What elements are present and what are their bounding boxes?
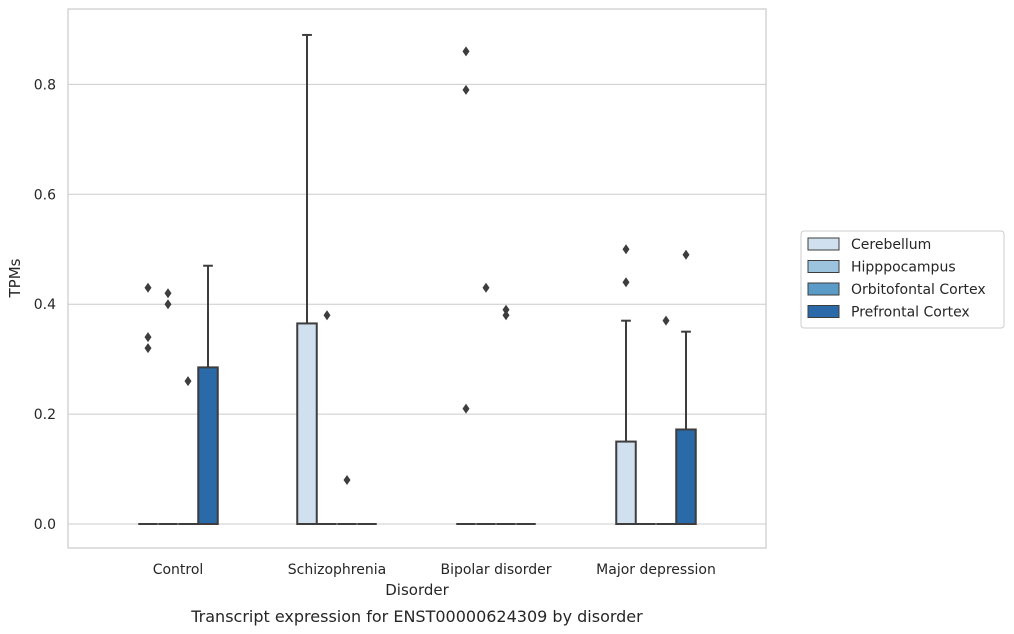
box-series-group (138, 33, 697, 526)
box-0-1 (296, 322, 318, 525)
outlier-point (323, 310, 331, 321)
outlier-point (502, 310, 510, 321)
legend: Cerebellum Hipppocampus Orbitofontal Corte… (800, 230, 1005, 329)
y-tick-label: 0.8 (34, 77, 56, 93)
x-axis-label: Disorder (385, 581, 449, 599)
y-tick-labels: 0.0 0.2 0.4 0.6 0.8 (34, 77, 56, 533)
outlier-point (462, 403, 470, 414)
outlier-point (144, 282, 152, 293)
legend-swatch (807, 282, 840, 296)
outlier-point (682, 249, 690, 260)
outlier-point (502, 304, 510, 315)
box-3-3 (675, 428, 697, 525)
box-3-0 (197, 366, 219, 525)
outlier-point (462, 46, 470, 57)
legend-frame (800, 230, 1005, 329)
outlier-point (482, 282, 490, 293)
legend-swatch (807, 237, 840, 251)
x-tick-label: Major depression (596, 562, 716, 578)
outlier-point (164, 288, 172, 299)
chart-caption: Transcript expression for ENST0000062430… (190, 607, 643, 626)
plot-frame (67, 8, 767, 549)
legend-label: Hipppocampus (851, 260, 956, 276)
outlier-point (622, 277, 630, 288)
outlier-point (343, 475, 351, 486)
legend-swatch (807, 305, 840, 318)
legend-label: Cerebellum (851, 237, 931, 253)
legend-label: Prefrontal Cortex (851, 305, 970, 321)
outlier-point (144, 332, 152, 343)
y-tick-label: 0.4 (34, 297, 56, 313)
legend-swatch (807, 260, 840, 273)
outlier-point (144, 343, 152, 354)
plot-background (68, 9, 766, 548)
x-tick-label: Control (153, 562, 204, 578)
x-tick-label: Bipolar disorder (440, 562, 551, 578)
outlier-point (662, 315, 670, 326)
x-tick-labels: Control Schizophrenia Bipolar disorder Majo… (153, 562, 716, 578)
outlier-point (184, 376, 192, 387)
y-tick-label: 0.6 (34, 187, 56, 203)
box-0-3 (615, 440, 637, 526)
y-tick-label: 0.2 (34, 407, 56, 423)
outlier-point (164, 299, 172, 310)
y-tick-label: 0.0 (34, 517, 56, 533)
outlier-point (462, 84, 470, 95)
y-axis-label: TPMs (6, 258, 24, 298)
legend-label: Orbitofontal Cortex (851, 282, 986, 298)
outlier-point (622, 244, 630, 255)
x-tick-label: Schizophrenia (288, 562, 386, 578)
